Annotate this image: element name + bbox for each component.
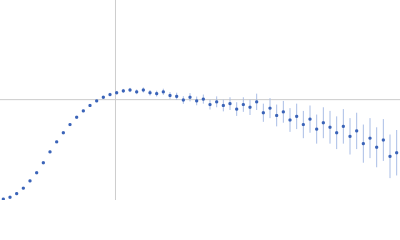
data-point <box>208 102 212 107</box>
data-point <box>241 102 245 107</box>
data-point <box>395 151 399 155</box>
data-point <box>115 91 119 95</box>
data-point <box>101 95 105 99</box>
data-point <box>261 111 265 115</box>
data-point <box>168 93 172 98</box>
data-point <box>75 115 79 119</box>
data-point <box>228 102 232 106</box>
page: (() => { const data = JSON.parse(documen… <box>0 0 400 200</box>
data-point <box>328 125 332 129</box>
data-point <box>95 99 99 103</box>
data-point <box>188 95 192 99</box>
data-point <box>301 122 305 127</box>
data-point <box>121 89 125 93</box>
data-point <box>15 192 19 196</box>
data-point <box>248 105 252 109</box>
data-point <box>321 121 325 125</box>
data-point <box>315 127 319 131</box>
data-point <box>181 98 185 102</box>
data-point <box>148 91 152 95</box>
data-point <box>201 97 205 101</box>
data-point <box>175 94 179 98</box>
data-point <box>128 88 132 92</box>
data-point <box>221 103 225 108</box>
data-point <box>81 109 85 113</box>
data-point <box>161 90 165 94</box>
data-point <box>135 90 139 94</box>
data-point <box>361 142 365 146</box>
data-point <box>21 186 25 190</box>
data-point <box>8 195 12 199</box>
data-point <box>35 171 39 175</box>
data-point <box>155 92 159 96</box>
data-point <box>55 140 59 144</box>
data-point <box>348 134 352 138</box>
data-point <box>341 124 345 128</box>
data-point <box>308 117 312 121</box>
data-point <box>375 145 379 149</box>
data-point <box>268 106 272 110</box>
data-point <box>41 161 45 165</box>
data-point <box>355 129 359 133</box>
data-point <box>235 107 239 111</box>
data-point <box>295 114 299 118</box>
data-point <box>68 122 72 127</box>
data-point <box>255 100 259 104</box>
data-point <box>281 110 285 114</box>
chart <box>0 0 400 200</box>
data-point <box>335 131 339 135</box>
data-point <box>381 138 385 142</box>
data-point <box>48 150 52 154</box>
data-point <box>288 118 292 122</box>
data-point <box>61 131 65 135</box>
data-point <box>195 99 199 103</box>
data-point <box>108 92 112 97</box>
data-point <box>1 197 5 200</box>
data-point <box>388 154 392 158</box>
data-point <box>88 103 92 108</box>
data-point <box>275 113 279 118</box>
data-point <box>368 136 372 140</box>
data-point <box>28 179 32 183</box>
data-point <box>215 100 219 104</box>
data-point <box>141 88 145 92</box>
